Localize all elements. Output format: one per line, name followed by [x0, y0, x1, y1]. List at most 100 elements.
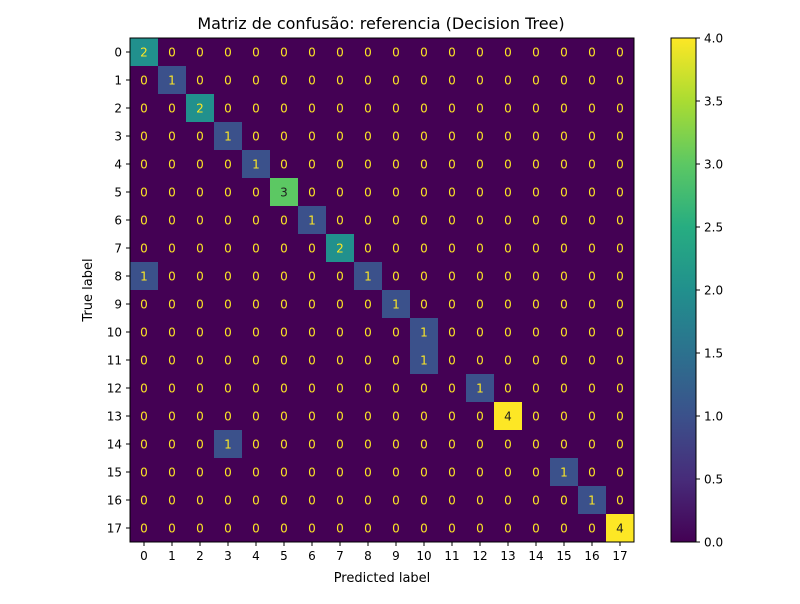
heatmap-cell — [578, 402, 607, 431]
heatmap-cell — [354, 38, 383, 67]
cell-value-label: 0 — [392, 326, 400, 340]
cell-value-label: 0 — [588, 382, 596, 396]
heatmap-cell — [382, 290, 411, 319]
heatmap-cell — [354, 206, 383, 235]
cell-value-label: 0 — [336, 270, 344, 284]
y-tick-label: 4 — [114, 158, 122, 172]
cell-value-label: 0 — [280, 522, 288, 536]
heatmap-cell — [298, 346, 327, 375]
cell-value-label: 0 — [252, 186, 260, 200]
cell-value-label: 0 — [588, 214, 596, 228]
heatmap-cell — [606, 150, 635, 179]
heatmap-cell — [606, 234, 635, 263]
y-tick-label: 16 — [107, 494, 122, 508]
heatmap-cell — [242, 290, 271, 319]
heatmap-cell — [382, 486, 411, 515]
x-tick-label: 4 — [252, 549, 260, 563]
heatmap-cell — [186, 402, 215, 431]
heatmap-cell — [186, 206, 215, 235]
cell-value-label: 0 — [308, 382, 316, 396]
heatmap-cell — [186, 486, 215, 515]
heatmap-cell — [270, 262, 299, 291]
cell-value-label: 0 — [224, 466, 232, 480]
heatmap-cell — [186, 122, 215, 151]
cell-value-label: 0 — [448, 102, 456, 116]
heatmap-cell — [130, 486, 159, 515]
heatmap-cell — [494, 486, 523, 515]
cell-value-label: 0 — [476, 214, 484, 228]
heatmap-cell — [158, 458, 187, 487]
cell-value-label: 0 — [196, 46, 204, 60]
cell-value-label: 0 — [560, 354, 568, 368]
heatmap-cell — [158, 94, 187, 123]
heatmap-cell — [494, 122, 523, 151]
heatmap-cell — [354, 262, 383, 291]
cell-value-label: 0 — [616, 130, 624, 144]
cell-value-label: 0 — [280, 130, 288, 144]
colorbar-tick-label: 3.5 — [704, 95, 723, 109]
y-tick-label: 3 — [114, 130, 122, 144]
cell-value-label: 0 — [168, 102, 176, 116]
cell-value-label: 0 — [224, 522, 232, 536]
cell-value-label: 0 — [476, 186, 484, 200]
heatmap-cell — [326, 318, 355, 347]
heatmap-cell — [242, 122, 271, 151]
cell-value-label: 1 — [560, 466, 568, 480]
heatmap-cell — [298, 178, 327, 207]
heatmap-cell — [382, 346, 411, 375]
heatmap-cell — [270, 430, 299, 459]
cell-value-label: 0 — [392, 466, 400, 480]
x-tick-label: 2 — [196, 549, 204, 563]
cell-value-label: 0 — [420, 158, 428, 172]
cell-value-label: 0 — [560, 494, 568, 508]
heatmap-cell — [214, 122, 243, 151]
heatmap-cell — [410, 262, 439, 291]
x-axis-ticks: 0 1 2 3 4 5 6 7 8 9 10 11 12 13 14 15 16 17 — [140, 542, 628, 563]
cell-value-label: 0 — [560, 102, 568, 116]
heatmap-cell — [522, 150, 551, 179]
cell-value-label: 0 — [476, 298, 484, 312]
cell-value-label: 0 — [252, 130, 260, 144]
cell-value-label: 0 — [196, 186, 204, 200]
cell-value-label: 0 — [280, 410, 288, 424]
cell-value-label: 0 — [280, 158, 288, 172]
cell-value-label: 0 — [140, 74, 148, 88]
heatmap-cell — [606, 206, 635, 235]
heatmap-cell — [438, 514, 467, 543]
cell-value-label: 0 — [448, 214, 456, 228]
heatmap-cell — [466, 374, 495, 403]
heatmap-cell — [438, 122, 467, 151]
heatmap-cell — [494, 206, 523, 235]
heatmap-cell — [550, 458, 579, 487]
cell-value-label: 0 — [252, 522, 260, 536]
cell-value-label: 0 — [560, 214, 568, 228]
heatmap-cell — [270, 38, 299, 67]
heatmap-cell — [186, 430, 215, 459]
cell-value-label: 0 — [308, 438, 316, 452]
cell-value-label: 0 — [616, 214, 624, 228]
heatmap-cell — [522, 514, 551, 543]
cell-value-label: 0 — [588, 158, 596, 172]
cell-value-label: 4 — [504, 410, 512, 424]
cell-value-label: 0 — [448, 46, 456, 60]
heatmap-cell — [214, 262, 243, 291]
cell-value-label: 0 — [336, 494, 344, 508]
cell-value-label: 0 — [280, 214, 288, 228]
heatmap-cell — [606, 66, 635, 95]
heatmap-cell — [354, 122, 383, 151]
heatmap-cell — [326, 374, 355, 403]
cell-value-label: 0 — [560, 326, 568, 340]
cell-value-label: 1 — [392, 298, 400, 312]
cell-value-label: 0 — [280, 102, 288, 116]
heatmap-cell — [606, 318, 635, 347]
cell-value-label: 0 — [588, 522, 596, 536]
heatmap-cell — [270, 458, 299, 487]
heatmap-cell — [522, 458, 551, 487]
heatmap-cell — [158, 290, 187, 319]
heatmap-cell — [242, 374, 271, 403]
cell-value-label: 0 — [196, 214, 204, 228]
cell-value-label: 0 — [140, 466, 148, 480]
cell-value-label: 0 — [364, 158, 372, 172]
heatmap-cell — [298, 402, 327, 431]
heatmap-cell — [438, 94, 467, 123]
